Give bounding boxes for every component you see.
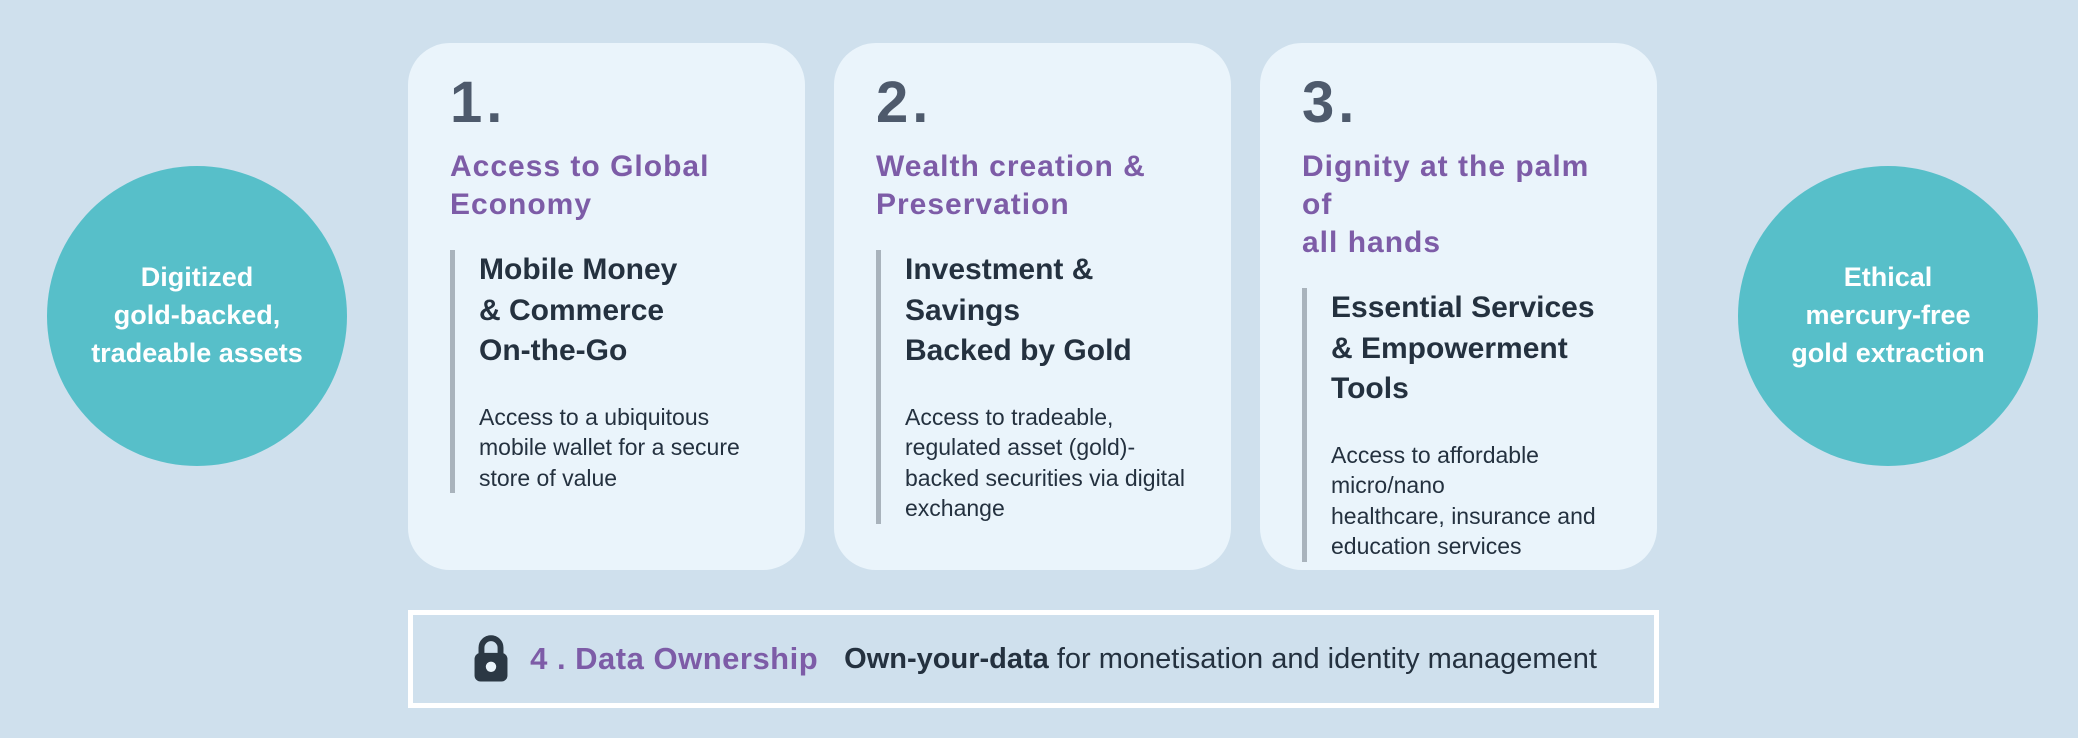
banner-bold-text: Own-your-data bbox=[844, 642, 1049, 675]
card-description: Access to a ubiquitous mobile wallet for… bbox=[479, 403, 740, 491]
card-content: Investment & Savings Backed by Gold Acce… bbox=[876, 250, 1191, 524]
card-subtitle: Mobile Money & Commerce On-the-Go bbox=[479, 253, 678, 368]
card-description: Access to tradeable, regulated asset (go… bbox=[905, 403, 1185, 522]
card-access-global-economy: 1. Access to Global Economy Mobile Money… bbox=[408, 43, 805, 570]
card-dignity: 3. Dignity at the palm of all hands Esse… bbox=[1260, 43, 1657, 570]
right-circle-ethical-extraction: Ethical mercury-free gold extraction bbox=[1738, 166, 2038, 466]
card-content: Mobile Money & Commerce On-the-Go Access… bbox=[450, 250, 765, 494]
lock-icon bbox=[470, 633, 512, 685]
banner-rest-text: for monetisation and identity management bbox=[1056, 642, 1597, 675]
right-circle-label: Ethical mercury-free gold extraction bbox=[1791, 262, 1985, 368]
card-title: Access to Global Economy bbox=[450, 149, 710, 221]
card-row: 1. Access to Global Economy Mobile Money… bbox=[408, 43, 1658, 570]
card-number: 3. bbox=[1302, 70, 1359, 135]
card-wealth-creation: 2. Wealth creation & Preservation Invest… bbox=[834, 43, 1231, 570]
left-circle-label: Digitized gold-backed, tradeable assets bbox=[91, 262, 303, 368]
card-subtitle: Essential Services & Empowerment Tools bbox=[1331, 291, 1595, 406]
card-description: Access to affordable micro/nano healthca… bbox=[1331, 441, 1596, 560]
data-ownership-banner: 4 . Data Ownership Own-your-data for mon… bbox=[408, 610, 1659, 708]
card-number: 1. bbox=[450, 70, 507, 135]
card-content: Essential Services & Empowerment Tools A… bbox=[1302, 288, 1617, 562]
card-title: Dignity at the palm of all hands bbox=[1302, 149, 1590, 260]
banner-title: 4 . Data Ownership bbox=[530, 641, 819, 676]
card-subtitle: Investment & Savings Backed by Gold bbox=[905, 253, 1132, 368]
card-number: 2. bbox=[876, 70, 933, 135]
left-circle-digitized-assets: Digitized gold-backed, tradeable assets bbox=[47, 166, 347, 466]
card-title: Wealth creation & Preservation bbox=[876, 149, 1146, 221]
banner-phrase: Own-your-data for monetisation and ident… bbox=[844, 643, 1597, 676]
